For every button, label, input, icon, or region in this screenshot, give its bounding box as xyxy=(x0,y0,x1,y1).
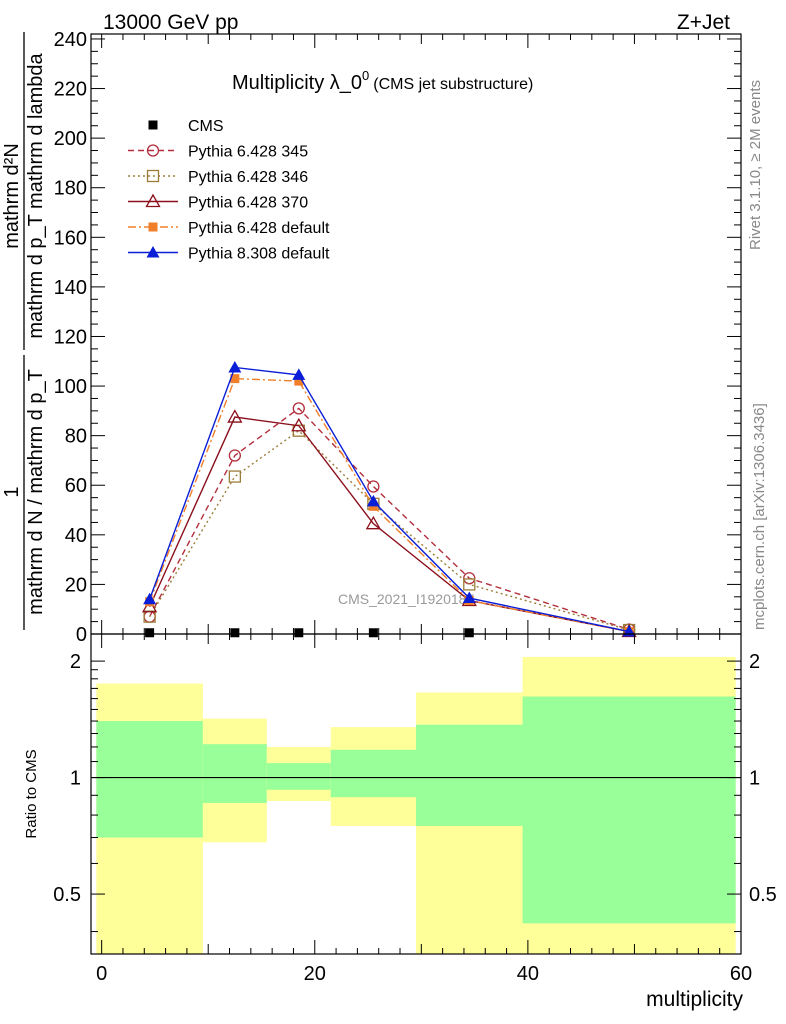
green-band xyxy=(202,744,267,803)
legend-entry: Pythia 6.428 default xyxy=(128,220,330,237)
watermark: CMS_2021_I1920187 xyxy=(338,591,474,607)
series-line xyxy=(148,407,630,631)
ratio-y-tick-label-right: 2 xyxy=(749,651,760,673)
x-tick-label: 60 xyxy=(730,963,752,985)
y-tick-label: 80 xyxy=(65,426,87,448)
data-point xyxy=(291,417,307,432)
legend-marker xyxy=(146,246,160,258)
legend-marker xyxy=(145,193,161,208)
main-plot: Multiplicity λ_00(CMS jet substructure) … xyxy=(1,29,742,646)
green-band xyxy=(96,721,203,838)
legend-label: Pythia 6.428 345 xyxy=(188,144,308,161)
legend-marker xyxy=(146,169,160,183)
legend-entry: Pythia 6.428 346 xyxy=(128,169,308,186)
data-point xyxy=(145,628,155,638)
ratio-y-tick-label: 0.5 xyxy=(53,884,81,906)
series-0 xyxy=(145,628,474,638)
ratio-y-tick-label: 1 xyxy=(70,768,81,790)
data-point xyxy=(294,376,304,386)
data-point xyxy=(228,449,242,462)
data-point xyxy=(463,578,476,591)
legend: CMS Pythia 6.428 345 Pythia 6.428 346 Pythi… xyxy=(128,118,330,263)
x-tick-label: 20 xyxy=(304,963,326,985)
x-tick-label: 0 xyxy=(96,963,107,985)
green-band xyxy=(330,749,416,798)
y-label-prefix-den: mathrm d N / mathrm d p_T xyxy=(25,369,47,615)
series-line xyxy=(148,366,630,633)
green-band xyxy=(266,763,331,790)
ratio-y-tick-label-right: 0.5 xyxy=(749,884,777,906)
legend-entry: Pythia 8.308 default xyxy=(128,246,330,263)
legend-label: Pythia 6.428 default xyxy=(188,220,330,237)
y-tick-label: 0 xyxy=(76,624,87,646)
legend-label: CMS xyxy=(188,118,224,135)
data-point xyxy=(230,628,240,638)
legend-entry: Pythia 6.428 370 xyxy=(128,193,308,212)
legend-marker xyxy=(148,120,158,130)
data-point xyxy=(228,360,242,373)
ratio-y-tick-label-right: 1 xyxy=(749,768,760,790)
y-tick-label: 60 xyxy=(65,475,87,497)
data-point xyxy=(292,368,306,380)
series-5 xyxy=(143,360,636,637)
main-series xyxy=(141,360,637,638)
y-tick-label: 120 xyxy=(54,326,87,348)
y-tick-label: 40 xyxy=(65,525,87,547)
chart-title: Multiplicity λ_00(CMS jet substructure) xyxy=(232,68,533,94)
data-point xyxy=(228,470,242,483)
green-band xyxy=(522,696,736,924)
y-tick-label: 180 xyxy=(54,178,87,200)
main-ticks: 0 20 40 60 80 100 120 140 160 180 200 220 240 xyxy=(54,29,742,646)
legend-marker xyxy=(146,144,160,157)
y-tick-label: 240 xyxy=(54,29,87,51)
ratio-plot: 0.5 0.51 12 20 20 40 60 Ratio to CMS multiplic… xyxy=(23,633,777,1011)
data-point xyxy=(230,374,240,384)
header-left: 13000 GeV pp xyxy=(103,11,238,34)
data-point xyxy=(366,494,380,507)
legend-label: Pythia 6.428 346 xyxy=(188,169,308,186)
ratio-bands xyxy=(91,656,741,954)
data-point xyxy=(462,591,476,604)
data-point xyxy=(367,480,380,493)
legend-marker xyxy=(148,222,158,232)
data-point xyxy=(368,628,378,638)
y-label-den: mathrm d p_T mathrm d lambda xyxy=(25,52,47,338)
mcplots-label: mcplots.cern.ch [arXiv:1306.3436] xyxy=(751,403,768,630)
header-right: Z+Jet xyxy=(677,11,730,34)
rivet-label: Rivet 3.1.10, ≥ 2M events xyxy=(747,80,764,250)
legend-label: Pythia 8.308 default xyxy=(188,246,330,263)
y-tick-label: 200 xyxy=(54,128,87,150)
x-tick-label: 40 xyxy=(517,963,539,985)
ratio-y-tick-label: 2 xyxy=(70,651,81,673)
legend-label: Pythia 6.428 370 xyxy=(188,195,308,212)
x-axis-label: multiplicity xyxy=(646,988,743,1011)
y-label-prefix-num: 1 xyxy=(1,486,23,497)
y-label-num: mathrm d²N xyxy=(1,143,23,249)
y-tick-label: 20 xyxy=(65,574,87,596)
y-tick-label: 160 xyxy=(54,227,87,249)
data-point xyxy=(294,628,304,638)
data-point xyxy=(227,409,243,423)
data-point xyxy=(365,515,381,530)
ratio-y-label: Ratio to CMS xyxy=(23,749,40,838)
series-line xyxy=(148,377,630,633)
ratio-frame xyxy=(90,633,742,955)
y-tick-label: 140 xyxy=(54,277,87,299)
legend-entry: CMS xyxy=(148,118,224,135)
data-point xyxy=(464,628,474,638)
legend-entry: Pythia 6.428 345 xyxy=(128,144,308,161)
series-line xyxy=(149,429,630,631)
ratio-ticks: 0.5 0.51 12 20 20 40 60 xyxy=(53,634,777,985)
y-tick-label: 100 xyxy=(54,376,87,398)
y-tick-label: 220 xyxy=(54,79,87,101)
data-point xyxy=(292,402,305,415)
data-point xyxy=(143,592,157,605)
green-band xyxy=(416,724,523,826)
y-axis-label: 1 mathrm d N / mathrm d p_T mathrm d²N m… xyxy=(1,32,47,630)
